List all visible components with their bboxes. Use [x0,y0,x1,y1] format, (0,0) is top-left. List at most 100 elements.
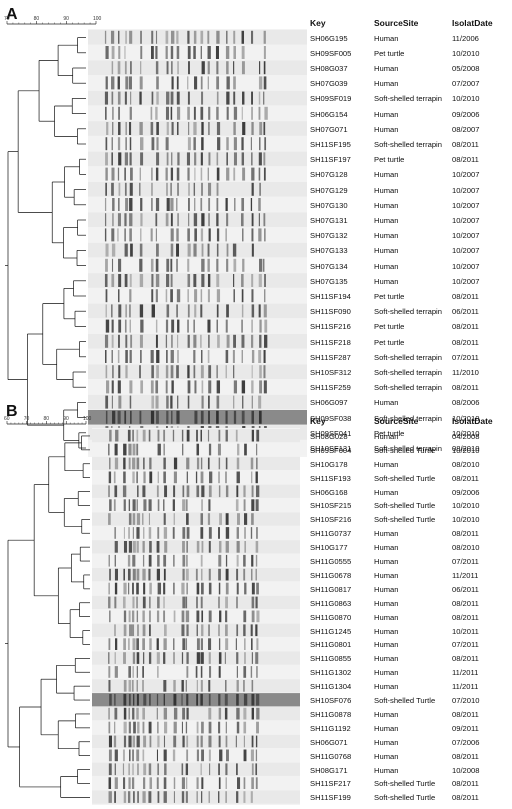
isolate-date: 07/2011 [452,640,479,650]
gel-lane [88,136,307,151]
gel-lane [88,364,307,379]
isolate-source: Pet turtle [374,322,405,332]
gel-lane [88,197,307,212]
isolate-source: Human [374,398,399,408]
scale-tick-label: 70 [24,416,30,422]
isolate-date: 08/2011 [452,598,479,608]
isolate-source: Human [374,216,399,225]
isolate-source: Human [374,246,399,256]
isolate-source: Soft-shelled terrapin [374,307,442,317]
isolate-source: Human [374,185,399,195]
gel-lane [92,790,300,804]
isolate-source: Soft-shelled Turtle [374,515,436,525]
isolate-date: 08/2011 [452,337,479,347]
isolate-date: 10/2007 [452,246,480,256]
isolate-key: SH06G071 [310,737,348,747]
isolate-key: SH07G134 [310,261,348,271]
isolate-source: Human [374,487,399,497]
isolate-date: 10/2007 [452,185,480,195]
isolate-key: SH06G195 [310,33,348,43]
isolate-date: 08/2011 [452,779,479,789]
scale-tick-label: 100 [83,416,92,422]
panel-label: A [6,6,18,23]
isolate-key: SH09SF038 [310,413,352,423]
column-header-date: IsolatDate [452,416,493,426]
gel-lane [92,707,300,721]
gel-lane [92,484,300,498]
isolate-date: 10/2010 [452,48,480,58]
isolate-source: Human [374,682,399,692]
isolate-date: 08/2011 [452,155,479,165]
isolate-source: Human [374,109,399,119]
gel-lane [92,568,300,582]
gel-image [92,428,300,806]
isolate-source: Human [374,261,399,271]
isolate-key: SH10SF215 [310,501,352,511]
isolate-key: SH08G037 [310,64,348,73]
gel-lane [88,166,307,182]
isolate-source: Pet turtle [374,337,405,347]
isolate-key: SH11G0863 [310,598,352,608]
gel-lane [92,665,300,679]
isolate-date: 08/2011 [452,322,479,332]
isolate-date: 10/2007 [452,216,480,225]
scale-tick-label: 70 [4,16,10,22]
isolate-key: SH11SF217 [310,779,351,789]
isolate-date: 07/2007 [452,79,480,89]
gel-lane [92,637,300,651]
gel-lane [92,776,300,790]
isolate-date: 11/2011 [452,570,479,580]
gel-lane [88,227,307,243]
isolate-date: 08/2010 [452,444,480,453]
scale-tick-label: 100 [93,16,102,22]
isolate-date: 10/2010 [452,413,480,423]
isolate-source: Pet turtle [374,428,405,438]
isolate-date: 09/2011 [452,723,479,733]
isolate-source: Soft-shelled terrapin [374,368,442,377]
isolate-date: 08/2011 [452,709,479,719]
isolate-date: 10/2007 [452,261,480,271]
isolate-date: 10/2010 [452,515,480,525]
isolate-source: Pet turtle [374,48,405,58]
isolate-key: SH09SF004 [310,445,352,455]
isolate-date: 08/2010 [452,459,480,469]
isolate-key: SH11G1192 [310,723,351,733]
gel-lane [88,303,307,319]
isolate-key: SH11SF287 [310,352,351,362]
isolate-date: 08/2011 [452,140,479,149]
isolate-key: SH11SF197 [310,155,351,165]
gel-lane [88,60,307,75]
gel-lane [92,651,300,665]
isolate-key: SH07G071 [310,124,348,134]
isolate-date: 10/2011 [452,626,479,636]
isolate-key: SH11G0817 [310,584,352,594]
isolate-source: Pet turtle [374,292,405,301]
isolate-date: 11/2006 [452,33,479,43]
similarity-scale: 70 80 90 100 [4,16,102,25]
isolate-source: Soft-shelled Turtle [374,473,436,483]
isolate-key: SH09SF041 [310,428,352,438]
isolate-source: Human [374,543,399,553]
dendrogram [5,37,86,449]
isolate-source: Human [374,431,399,441]
scale-tick-label: 90 [63,416,69,422]
similarity-scale: 60 70 80 90 100 [4,416,92,425]
isolate-key: SH07G131 [310,216,348,225]
isolate-key: SH10SF076 [310,696,352,706]
gel-lane [92,623,300,637]
gel-lane [88,379,307,395]
isolate-key: SH06G097 [310,398,348,408]
scale-tick-label: 90 [63,16,69,22]
gel-lane [92,762,300,776]
gel-lane [92,693,300,707]
isolate-date: 08/2011 [452,473,479,483]
dendrogram [5,435,90,798]
isolate-date: 07/2011 [452,352,479,362]
isolate-date: 11/2010 [452,368,479,377]
isolate-source: Soft-shelled Turtle [374,793,436,803]
gel-lane [92,498,300,512]
gel-lane [88,242,307,258]
isolate-date: 10/2010 [452,428,480,438]
isolate-source: Soft-shelled Turtle [374,779,436,789]
gel-lane [88,318,307,334]
